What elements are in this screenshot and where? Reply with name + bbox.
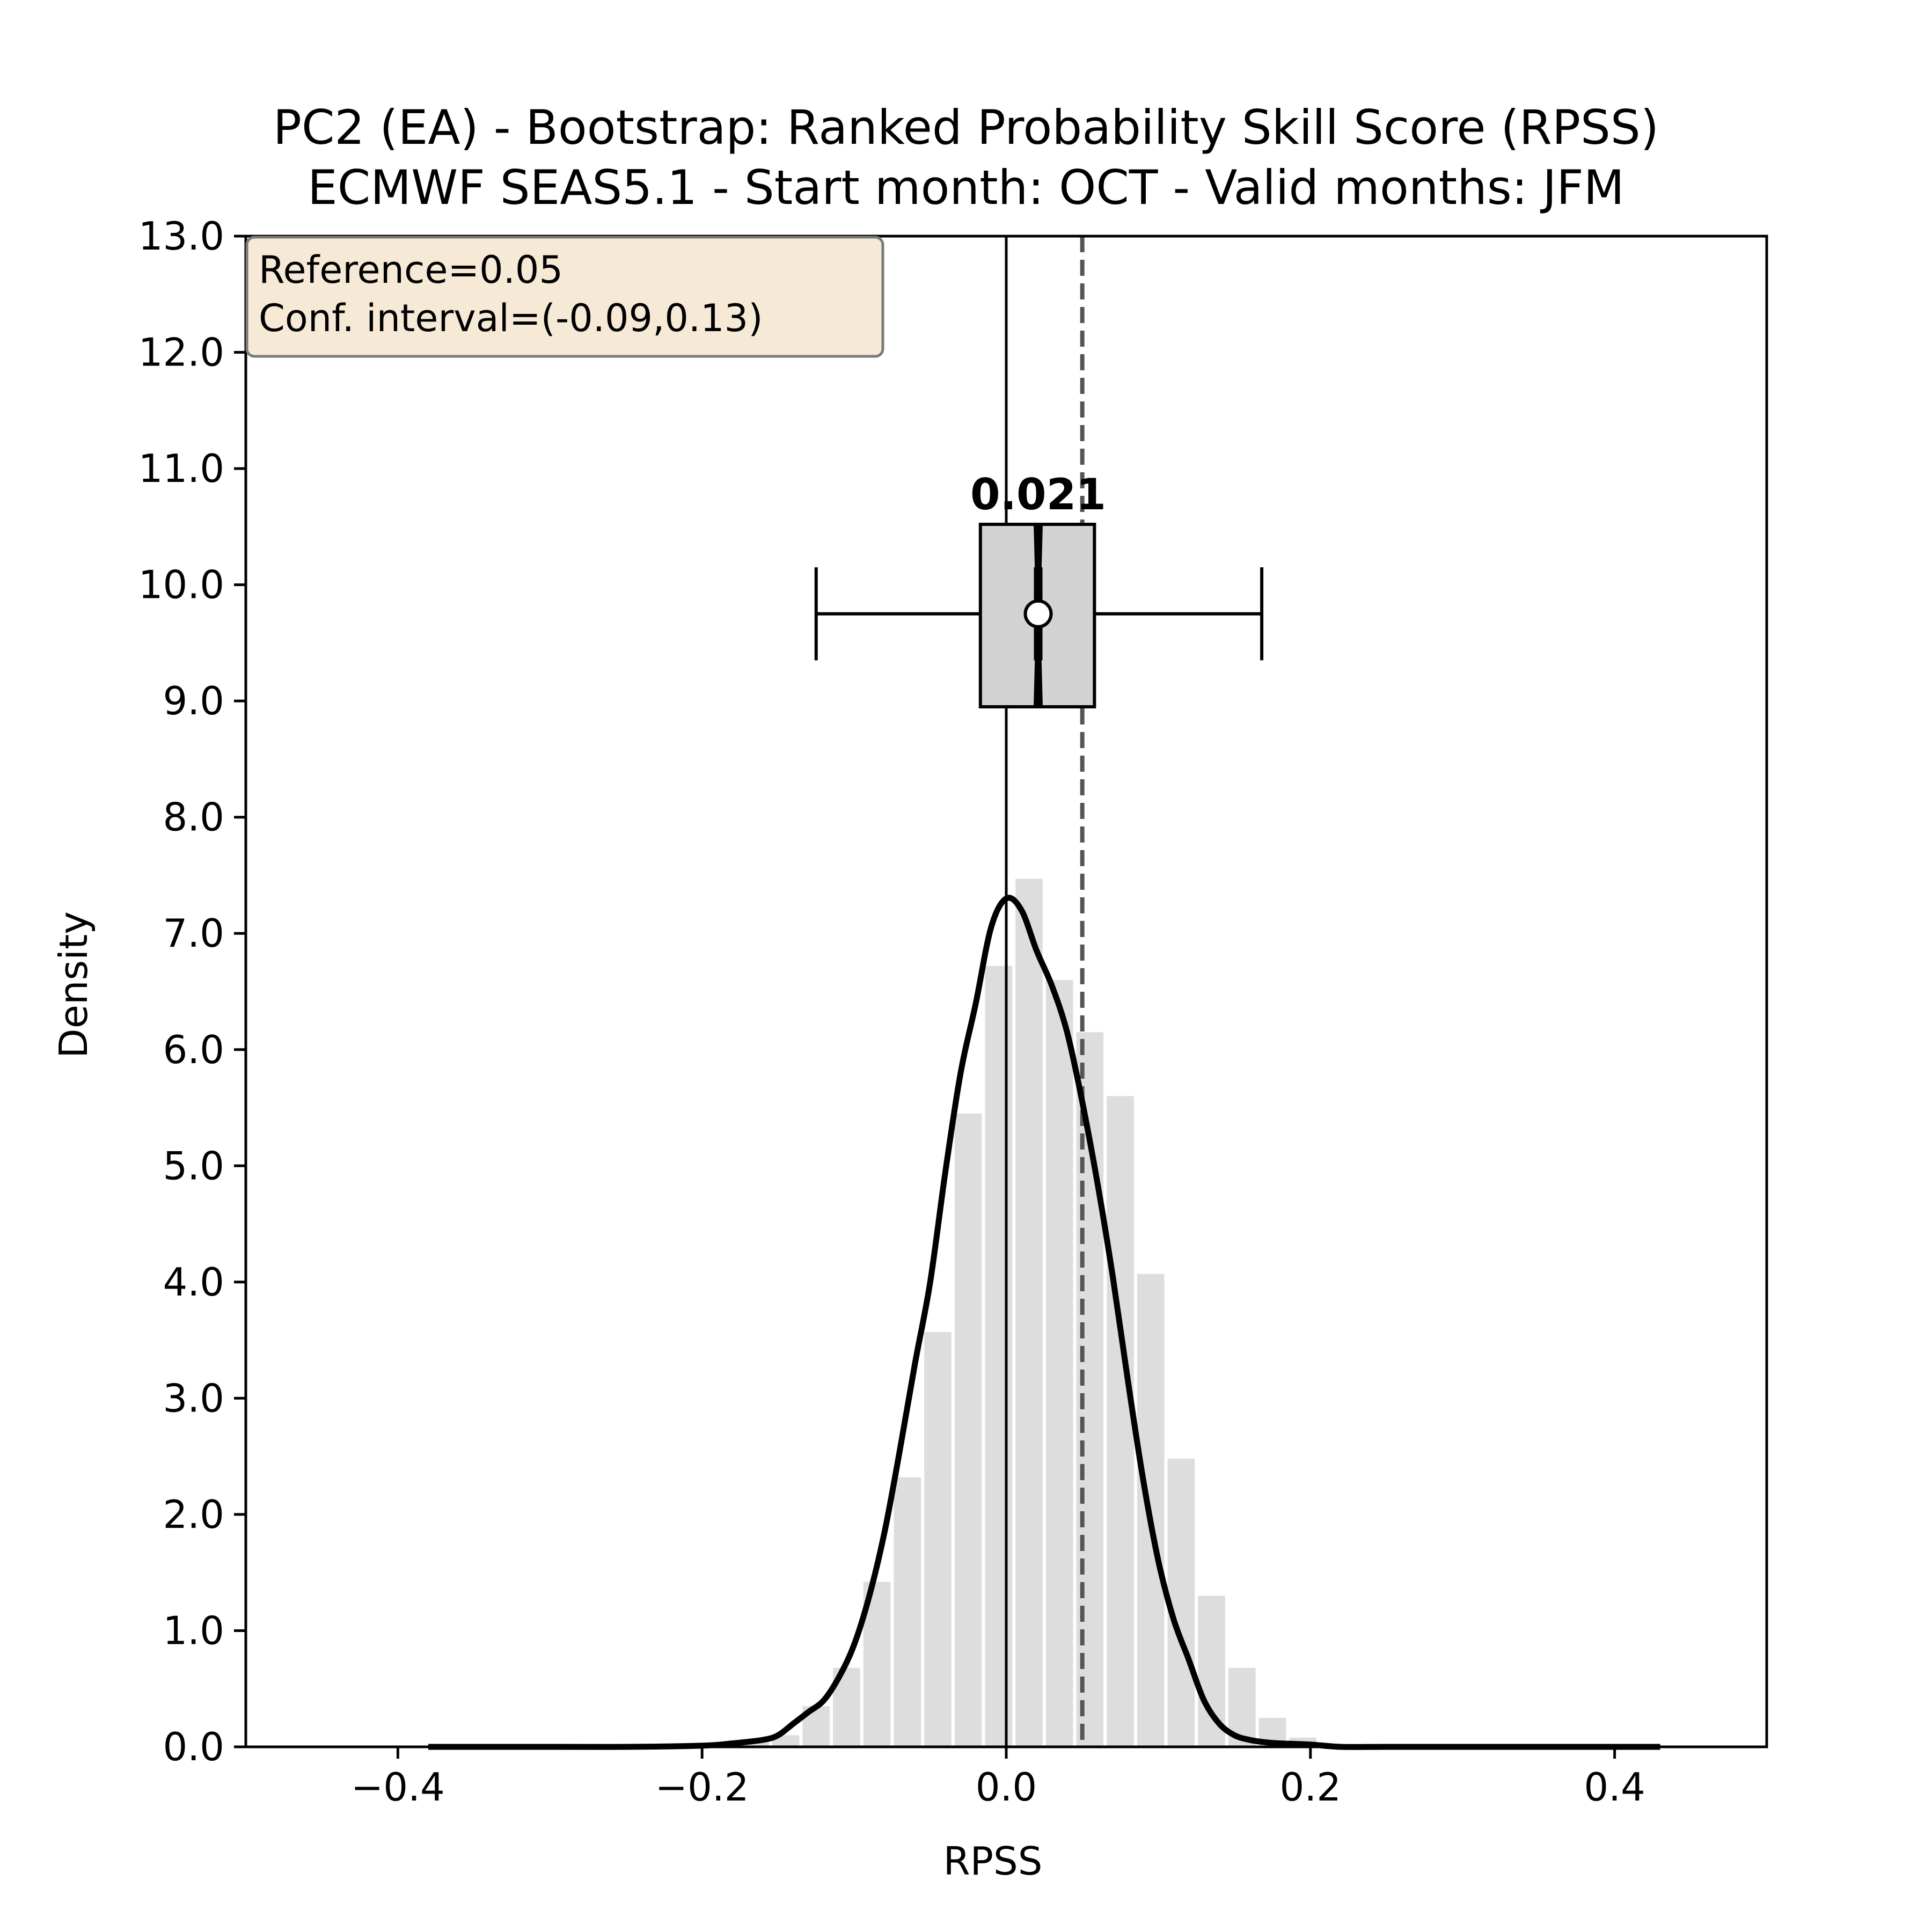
x-tick-label: 0.0	[976, 1765, 1037, 1810]
y-tick-label: 8.0	[163, 795, 224, 840]
y-tick-label: 3.0	[163, 1375, 224, 1421]
y-tick-label: 7.0	[163, 911, 224, 956]
y-tick-label: 6.0	[163, 1027, 224, 1072]
histogram-bar-8	[985, 965, 1013, 1747]
histogram-bar-1	[772, 1735, 800, 1747]
chart-title: PC2 (EA) - Bootstrap: Ranked Probability…	[273, 100, 1659, 155]
boxplot	[814, 523, 1264, 708]
median-value-label: 0.021	[970, 470, 1106, 519]
histogram-bar-12	[1107, 1096, 1134, 1747]
histogram-bar-10	[1045, 979, 1073, 1747]
info-reference: Reference=0.05	[259, 248, 563, 292]
x-tick-label: 0.2	[1280, 1765, 1342, 1810]
info-box-background	[245, 236, 884, 358]
histogram-bar-7	[954, 1113, 982, 1747]
histogram-bar-0	[742, 1741, 769, 1747]
x-tick-label: −0.4	[351, 1765, 445, 1810]
kde-curve	[428, 895, 1660, 1750]
x-tick-label: 0.4	[1584, 1765, 1645, 1810]
y-tick-label: 5.0	[163, 1143, 224, 1188]
mean-marker	[1023, 599, 1053, 628]
info-conf-interval: Conf. interval=(-0.09,0.13)	[259, 296, 763, 340]
histogram-bars	[742, 879, 1316, 1747]
y-tick-label: 9.0	[163, 678, 224, 723]
y-tick-label: 11.0	[138, 446, 224, 491]
y-tick-label: 12.0	[138, 330, 224, 375]
info-box: Reference=0.05 Conf. interval=(-0.09,0.1…	[245, 236, 884, 358]
y-tick-label: 0.0	[163, 1724, 224, 1769]
y-tick-label: 1.0	[163, 1608, 224, 1653]
histogram-bar-6	[924, 1331, 952, 1747]
y-tick-label: 13.0	[138, 214, 224, 259]
y-axis-label: Density	[51, 911, 96, 1058]
x-axis-ticks: −0.4 −0.2 0.0 0.2 0.4	[351, 1747, 1645, 1810]
histogram-bar-9	[1015, 879, 1043, 1747]
x-tick-label: −0.2	[655, 1765, 749, 1810]
chart-subtitle: ECMWF SEAS5.1 - Start month: OCT - Valid…	[308, 160, 1624, 215]
y-tick-label: 4.0	[163, 1260, 224, 1305]
histogram-bar-5	[894, 1477, 921, 1747]
y-tick-label: 2.0	[163, 1492, 224, 1537]
histogram-bar-14	[1167, 1458, 1195, 1747]
x-axis-label: RPSS	[943, 1839, 1043, 1884]
y-axis-ticks: 0.0 1.0 2.0 3.0 4.0 5.0 6.0 7.0 8.0 9.0 10.0 11.0 12…	[138, 214, 246, 1769]
y-tick-label: 10.0	[138, 562, 224, 608]
